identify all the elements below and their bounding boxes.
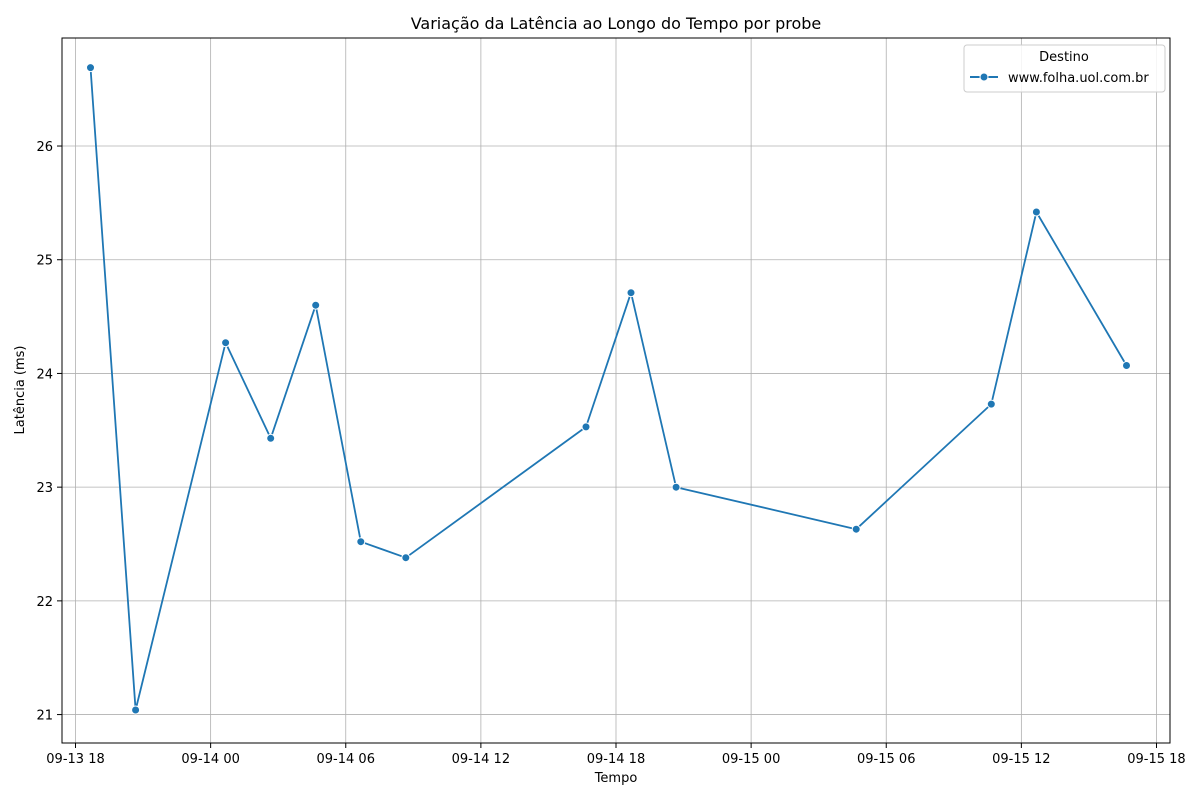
- data-point: [221, 338, 231, 348]
- y-tick-label: 24: [36, 367, 53, 382]
- grid-lines: [62, 38, 1170, 743]
- y-tick-label: 22: [36, 595, 53, 610]
- axis-ticks: 09-13 18 09-14 00 09-14 06 09-14 12 09-14 18…: [36, 140, 1185, 767]
- data-point: [266, 433, 276, 443]
- data-point: [1031, 207, 1041, 217]
- data-point: [311, 300, 321, 310]
- series-line: [89, 67, 1128, 711]
- x-tick-label: 09-14 18: [587, 752, 645, 767]
- data-point: [1122, 361, 1131, 370]
- y-axis-label: Latência (ms): [13, 346, 28, 435]
- x-tick-label: 09-15 12: [992, 752, 1050, 767]
- data-point: [86, 63, 95, 73]
- x-axis-label: Tempo: [594, 771, 638, 786]
- y-tick-label: 23: [36, 481, 53, 496]
- x-tick-label: 09-14 06: [317, 752, 375, 767]
- data-point: [131, 705, 141, 715]
- x-tick-label: 09-14 00: [181, 752, 239, 767]
- data-point: [356, 537, 366, 547]
- data-point: [626, 288, 636, 298]
- data-point: [986, 399, 996, 409]
- chart-title: Variação da Latência ao Longo do Tempo p…: [411, 14, 822, 33]
- x-tick-label: 09-13 18: [46, 752, 104, 767]
- legend-series-label: www.folha.uol.com.br: [1008, 71, 1149, 86]
- x-tick-label: 09-15 00: [722, 752, 780, 767]
- series-layer: [86, 63, 1131, 715]
- x-tick-label: 09-15 18: [1127, 752, 1185, 767]
- y-tick-label: 21: [36, 709, 53, 724]
- x-tick-label: 09-14 12: [452, 752, 510, 767]
- data-point: [401, 553, 411, 563]
- data-point: [671, 482, 681, 492]
- legend-title: Destino: [1039, 50, 1089, 65]
- legend: Destino www.folha.uol.com.br: [963, 44, 1166, 93]
- data-point: [851, 524, 861, 534]
- x-tick-label: 09-15 06: [857, 752, 915, 767]
- y-tick-label: 25: [36, 254, 53, 269]
- legend-series-marker: [979, 72, 989, 82]
- legend-box: [963, 44, 1166, 93]
- data-point: [581, 422, 591, 432]
- y-tick-label: 26: [36, 140, 53, 155]
